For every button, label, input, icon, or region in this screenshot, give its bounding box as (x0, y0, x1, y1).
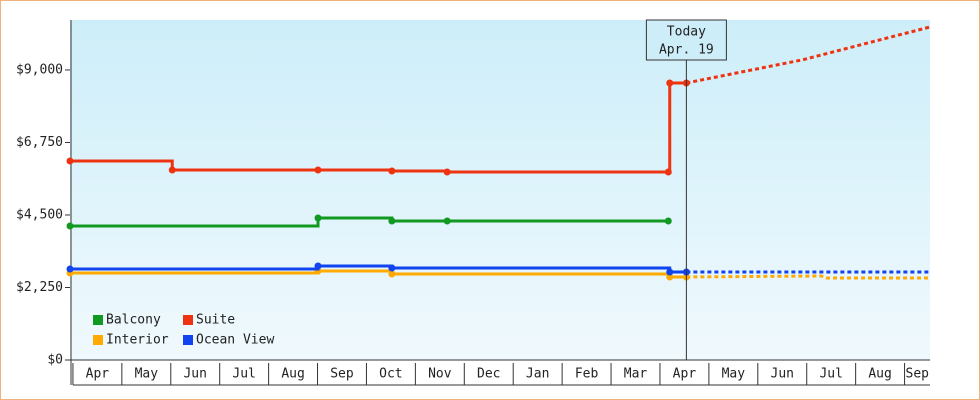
legend-swatch (183, 315, 193, 325)
data-point (443, 217, 451, 225)
projection-line (686, 25, 931, 85)
y-tick-label: $2,250 (16, 280, 63, 295)
data-point (168, 166, 176, 174)
legend-label: Suite (196, 313, 235, 328)
x-tick-label: Oct (379, 367, 402, 382)
data-point (666, 273, 674, 281)
data-point (314, 166, 322, 174)
x-tick-label: Jun (771, 367, 794, 382)
data-point (314, 214, 322, 222)
legend-label: Ocean View (196, 333, 274, 348)
legend-label: Balcony (106, 313, 161, 328)
data-point (388, 264, 396, 272)
x-tick-label: Feb (575, 367, 599, 382)
x-tick-label: May (135, 367, 159, 382)
x-tick-label: Aug (281, 367, 304, 382)
data-point (664, 217, 672, 225)
x-tick-label: May (722, 367, 746, 382)
x-tick-label: Apr (673, 367, 697, 382)
data-point (666, 268, 674, 276)
x-tick-label: Mar (624, 367, 648, 382)
legend-label: Interior (106, 333, 169, 348)
x-tick-label: Jan (526, 367, 549, 382)
x-tick-label: Dec (477, 367, 500, 382)
data-point (388, 217, 396, 225)
plot-area (70, 20, 930, 360)
x-tick-label: Nov (428, 367, 452, 382)
x-tick-label: Apr (86, 367, 110, 382)
data-point (66, 157, 74, 165)
x-tick-label: Aug (868, 367, 891, 382)
data-point (388, 167, 396, 175)
today-box (645, 19, 727, 61)
legend-swatch (183, 335, 193, 345)
y-tick-label: $6,750 (16, 135, 63, 150)
projection-line (686, 274, 930, 280)
data-point (666, 79, 674, 87)
data-point (388, 270, 396, 278)
data-point (314, 262, 322, 270)
x-tick-label: Jul (232, 367, 255, 382)
x-tick-label: Sep (906, 367, 930, 382)
data-point (66, 222, 74, 230)
data-point (66, 265, 74, 273)
legend-swatch (93, 315, 103, 325)
x-tick-label: Jul (819, 367, 842, 382)
y-tick-label: $9,000 (16, 62, 63, 77)
y-tick-label: $0 (47, 353, 63, 368)
today-label: Apr. 19 (659, 43, 714, 58)
data-point (443, 168, 451, 176)
data-point (664, 168, 672, 176)
x-tick-label: Sep (330, 367, 354, 382)
y-tick-label: $4,500 (16, 207, 63, 222)
x-tick-label: Jun (183, 367, 206, 382)
today-label: Today (667, 25, 706, 40)
legend-swatch (93, 335, 103, 345)
